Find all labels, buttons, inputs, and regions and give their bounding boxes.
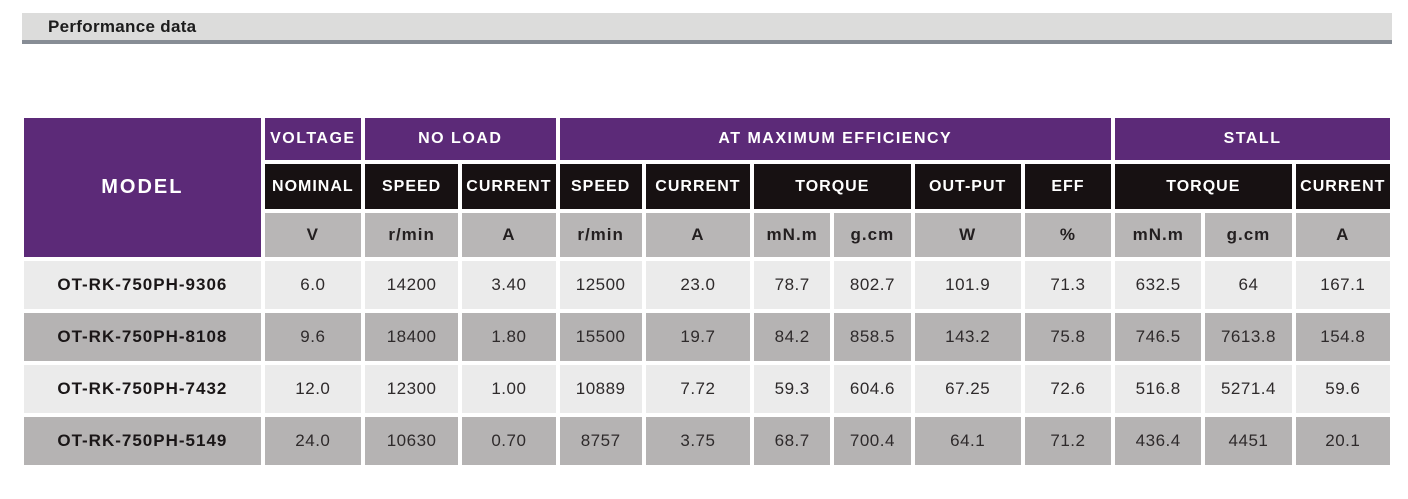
table-body: OT-RK-750PH-9306 6.0 14200 3.40 12500 23… [24, 261, 1390, 465]
table-cell: 12300 [364, 365, 459, 413]
table-cell: 6.0 [264, 261, 361, 309]
unit-me-eff-pct: % [1024, 213, 1112, 257]
table-cell: 75.8 [1024, 313, 1112, 361]
table-cell: 10889 [559, 365, 642, 413]
model-name: OT-RK-750PH-8108 [24, 313, 261, 361]
table-row: OT-RK-750PH-9306 6.0 14200 3.40 12500 23… [24, 261, 1390, 309]
unit-voltage-v: V [264, 213, 361, 257]
table-cell: 1.00 [462, 365, 556, 413]
table-cell: 7613.8 [1205, 313, 1292, 361]
performance-data-table: MODEL VOLTAGE NO LOAD AT MAXIMUM EFFICIE… [20, 114, 1394, 469]
table-cell: 10630 [364, 417, 459, 465]
sub-header-me-eff: EFF [1024, 164, 1112, 209]
table-cell: 436.4 [1115, 417, 1202, 465]
unit-me-torque-mnm: mN.m [754, 213, 831, 257]
table-cell: 71.3 [1024, 261, 1112, 309]
table-cell: 23.0 [645, 261, 751, 309]
table-cell: 18400 [364, 313, 459, 361]
unit-stall-torque-gcm: g.cm [1205, 213, 1292, 257]
unit-stall-current: A [1295, 213, 1390, 257]
table-cell: 9.6 [264, 313, 361, 361]
unit-me-current: A [645, 213, 751, 257]
table-cell: 101.9 [914, 261, 1021, 309]
table-cell: 67.25 [914, 365, 1021, 413]
table-cell: 84.2 [754, 313, 831, 361]
table-cell: 4451 [1205, 417, 1292, 465]
sub-header-me-current: CURRENT [645, 164, 751, 209]
unit-stall-torque-mnm: mN.m [1115, 213, 1202, 257]
unit-me-output-w: W [914, 213, 1021, 257]
table-cell: 59.6 [1295, 365, 1390, 413]
table-cell: 20.1 [1295, 417, 1390, 465]
model-name: OT-RK-750PH-5149 [24, 417, 261, 465]
table-cell: 71.2 [1024, 417, 1112, 465]
table-cell: 5271.4 [1205, 365, 1292, 413]
sub-header-stall-torque: TORQUE [1115, 164, 1292, 209]
group-header-row: MODEL VOLTAGE NO LOAD AT MAXIMUM EFFICIE… [24, 118, 1390, 257]
sub-header-me-output: OUT-PUT [914, 164, 1021, 209]
table-cell: 64.1 [914, 417, 1021, 465]
table-cell: 64 [1205, 261, 1292, 309]
table-cell: 12.0 [264, 365, 361, 413]
unit-header-row: V r/min A r/min A mN.m g.cm W % mN.m g.c… [24, 213, 1390, 257]
sub-header-stall-current: CURRENT [1295, 164, 1390, 209]
group-header-stall: STALL [1115, 118, 1390, 160]
table-cell: 14200 [364, 261, 459, 309]
table-cell: 700.4 [834, 417, 911, 465]
unit-noload-speed: r/min [364, 213, 459, 257]
sub-header-noload-current: CURRENT [462, 164, 556, 209]
sub-header-me-speed: SPEED [559, 164, 642, 209]
model-name: OT-RK-750PH-9306 [24, 261, 261, 309]
table-cell: 19.7 [645, 313, 751, 361]
table-cell: 802.7 [834, 261, 911, 309]
group-header-no-load: NO LOAD [364, 118, 556, 160]
table-cell: 3.40 [462, 261, 556, 309]
table-cell: 3.75 [645, 417, 751, 465]
table-cell: 15500 [559, 313, 642, 361]
table-row: OT-RK-750PH-8108 9.6 18400 1.80 15500 19… [24, 313, 1390, 361]
unit-noload-current: A [462, 213, 556, 257]
table-cell: 68.7 [754, 417, 831, 465]
table-cell: 1.80 [462, 313, 556, 361]
table-cell: 78.7 [754, 261, 831, 309]
table-cell: 59.3 [754, 365, 831, 413]
table-cell: 154.8 [1295, 313, 1390, 361]
section-title: Performance data [48, 16, 197, 36]
section-title-bar: Performance data [22, 13, 1392, 44]
table-row: OT-RK-750PH-5149 24.0 10630 0.70 8757 3.… [24, 417, 1390, 465]
sub-header-noload-speed: SPEED [364, 164, 459, 209]
sub-header-row: NOMINAL SPEED CURRENT SPEED CURRENT TORQ… [24, 164, 1390, 209]
column-header-model: MODEL [24, 118, 261, 257]
table-cell: 632.5 [1115, 261, 1202, 309]
table-cell: 604.6 [834, 365, 911, 413]
unit-me-speed: r/min [559, 213, 642, 257]
group-header-voltage: VOLTAGE [264, 118, 361, 160]
model-name: OT-RK-750PH-7432 [24, 365, 261, 413]
table-cell: 516.8 [1115, 365, 1202, 413]
table-cell: 8757 [559, 417, 642, 465]
table-row: OT-RK-750PH-7432 12.0 12300 1.00 10889 7… [24, 365, 1390, 413]
table-cell: 858.5 [834, 313, 911, 361]
table-cell: 72.6 [1024, 365, 1112, 413]
table-cell: 167.1 [1295, 261, 1390, 309]
table-cell: 0.70 [462, 417, 556, 465]
sub-header-me-torque: TORQUE [754, 164, 911, 209]
table-cell: 143.2 [914, 313, 1021, 361]
sub-header-nominal: NOMINAL [264, 164, 361, 209]
group-header-max-efficiency: AT MAXIMUM EFFICIENCY [559, 118, 1112, 160]
table-cell: 12500 [559, 261, 642, 309]
table-header: MODEL VOLTAGE NO LOAD AT MAXIMUM EFFICIE… [24, 118, 1390, 257]
table-cell: 24.0 [264, 417, 361, 465]
table-cell: 7.72 [645, 365, 751, 413]
unit-me-torque-gcm: g.cm [834, 213, 911, 257]
table-cell: 746.5 [1115, 313, 1202, 361]
